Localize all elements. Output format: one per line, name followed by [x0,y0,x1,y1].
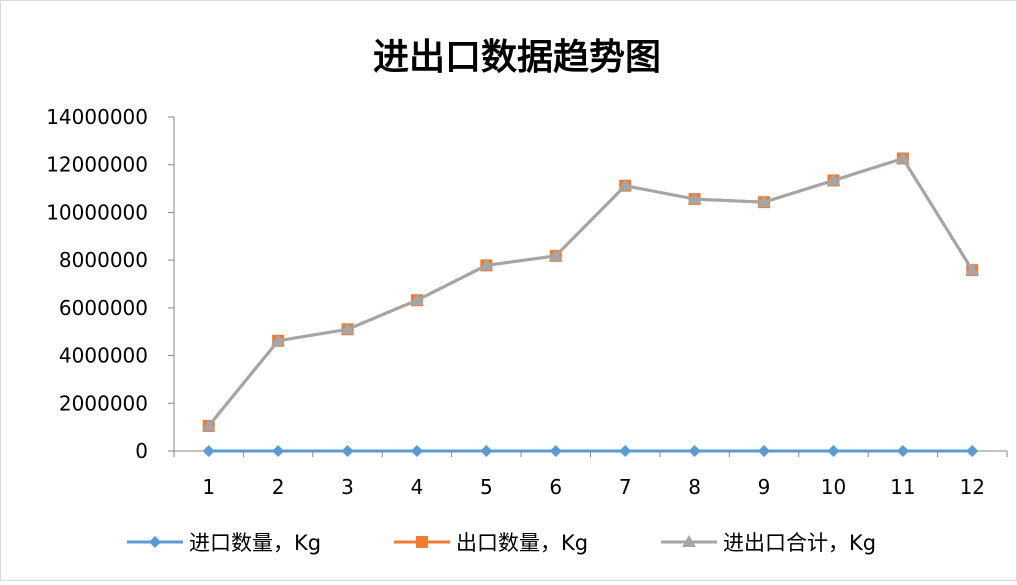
legend-label: 进口数量，Kg [189,531,321,555]
data-point [758,445,771,457]
chart-title: 进出口数据趋势图 [373,37,661,78]
data-point [687,192,702,205]
y-tick-label: 2000000 [59,391,148,415]
x-tick-label: 3 [341,475,354,499]
series-line [207,157,974,427]
series-layer [201,151,980,457]
data-point [618,178,633,191]
x-tick-label: 8 [688,475,701,499]
data-point [827,445,840,457]
data-point [549,445,562,457]
series-1 [202,445,979,457]
data-point [479,258,494,271]
x-tick-label: 1 [202,475,215,499]
data-point [619,445,632,457]
data-point [896,445,909,457]
x-tick-label: 5 [480,475,493,499]
legend-marker [416,536,428,548]
data-point [895,151,910,164]
legend-item-2: 出口数量，Kg [394,531,588,555]
x-tick-label: 2 [272,475,285,499]
data-point [548,248,563,261]
legend-label: 出口数量，Kg [456,531,588,555]
data-point [410,445,423,457]
series-line [207,157,974,427]
data-point [271,333,286,346]
x-tick-label: 12 [960,475,985,499]
y-tick-label: 8000000 [59,248,148,272]
y-tick-label: 0 [135,439,148,463]
data-point [480,445,493,457]
data-point [826,173,841,186]
series-2 [202,152,979,432]
x-tick-label: 9 [758,475,771,499]
x-tick-label: 6 [549,475,562,499]
x-tick-label: 11 [890,475,915,499]
data-point [201,418,216,431]
data-point [688,445,701,457]
series-3 [201,151,980,431]
data-point [965,263,980,276]
data-point [966,445,979,457]
y-tick-label: 4000000 [59,344,148,368]
y-tick-label: 14000000 [46,105,148,129]
legend-item-1: 进口数量，Kg [127,531,321,555]
data-point [202,445,215,457]
legend: 进口数量，Kg 出口数量，Kg 进出口合计，Kg [127,531,876,555]
axes: 0 2000000 4000000 6000000 8000000 10000000 120… [46,105,1008,499]
legend-label: 进出口合计，Kg [723,531,876,555]
x-tick-label: 7 [619,475,632,499]
y-tick-label: 6000000 [59,296,148,320]
x-tick-label: 4 [411,475,424,499]
data-point [340,322,355,335]
data-point [409,293,424,306]
legend-marker [682,535,696,547]
x-tick-label: 10 [821,475,846,499]
legend-marker [149,536,161,548]
data-point [272,445,285,457]
data-point [341,445,354,457]
legend-item-3: 进出口合计，Kg [661,531,876,555]
y-tick-label: 10000000 [46,200,148,224]
y-tick-label: 12000000 [46,153,148,177]
data-point [757,195,772,208]
